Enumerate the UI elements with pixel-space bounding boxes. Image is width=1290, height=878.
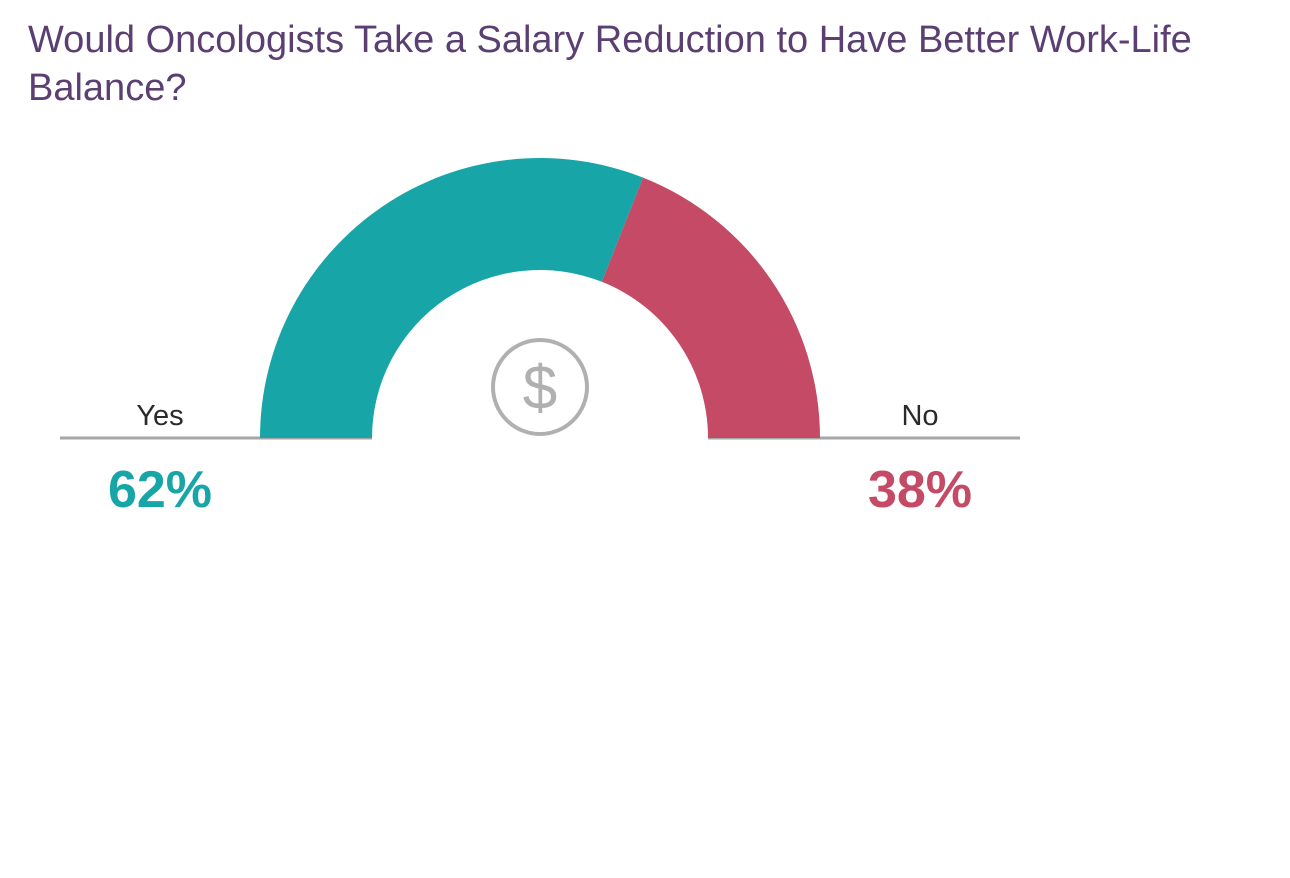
gauge-segment-yes <box>260 158 644 439</box>
gauge-segment-no <box>601 177 820 438</box>
data-label-no: 38% <box>868 461 972 519</box>
data-label-yes: 62% <box>108 461 212 519</box>
chart-title: Would Oncologists Take a Salary Reductio… <box>28 19 1192 109</box>
svg-text:$: $ <box>523 354 557 423</box>
dollar-circle-icon: $ <box>491 338 589 436</box>
legend-label-yes: Yes <box>136 400 183 432</box>
legend-label-no: No <box>901 400 938 432</box>
